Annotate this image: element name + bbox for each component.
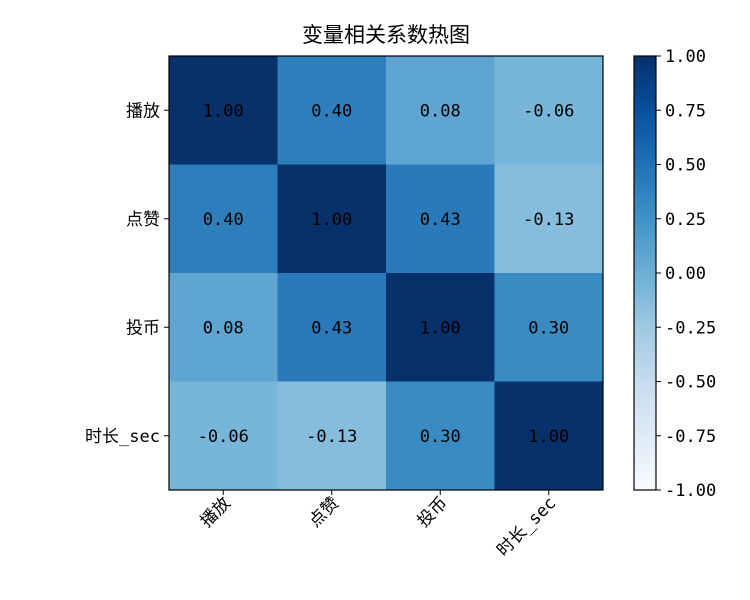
x-tick-labels: 播放 点赞 投币 时长_sec bbox=[197, 490, 560, 561]
cell-value-label: 0.43 bbox=[311, 318, 352, 338]
colorbar-tick-label: -0.25 bbox=[665, 318, 716, 338]
cell-value-label: -0.13 bbox=[523, 210, 574, 230]
colorbar-tick-label: 0.25 bbox=[665, 210, 706, 230]
cell-value-label: -0.13 bbox=[306, 427, 357, 447]
heatmap-cell bbox=[169, 56, 278, 165]
cell-value-label: -0.06 bbox=[198, 427, 249, 447]
y-tick-label: 播放 bbox=[126, 101, 160, 121]
heatmap-cell bbox=[494, 56, 604, 165]
cell-value-label: -0.06 bbox=[523, 101, 574, 121]
x-tick-label: 时长_sec bbox=[493, 493, 560, 560]
colorbar-tick-label: 0.75 bbox=[665, 101, 706, 121]
heatmap-cell bbox=[169, 164, 278, 274]
y-tick-label: 点赞 bbox=[126, 210, 160, 230]
heatmap-cell bbox=[169, 273, 278, 382]
cell-value-label: 0.08 bbox=[203, 318, 244, 338]
cell-value-label: 1.00 bbox=[420, 318, 461, 338]
heatmap-cell bbox=[494, 164, 604, 274]
x-tick-label: 点赞 bbox=[305, 493, 343, 531]
x-tick-label: 投币 bbox=[414, 493, 452, 531]
colorbar-tick-label: 0.50 bbox=[665, 156, 706, 176]
heatmap-cells: 1.00 0.40 0.08 -0.06 0.40 1.00 0.43 -0.13 0.08 0.… bbox=[169, 56, 604, 491]
heatmap-cell bbox=[277, 273, 387, 382]
colorbar-tick-label: -1.00 bbox=[665, 481, 716, 501]
heatmap-cell bbox=[386, 56, 495, 165]
colorbar-tick-label: -0.50 bbox=[665, 373, 716, 393]
heatmap-cell bbox=[494, 273, 604, 382]
colorbar-gradient bbox=[634, 56, 656, 490]
cell-value-label: 0.43 bbox=[420, 210, 461, 230]
heatmap-cell bbox=[169, 381, 278, 491]
plot-frame bbox=[168, 55, 604, 491]
heatmap-cell bbox=[494, 381, 604, 491]
heatmap-cell bbox=[386, 381, 495, 491]
colorbar: 1.00 0.75 0.50 0.25 0.00 -0.25 -0.50 -0.75 -1.00 bbox=[633, 47, 716, 501]
x-tick-label: 播放 bbox=[197, 493, 235, 531]
cell-value-label: 1.00 bbox=[203, 101, 244, 121]
cell-value-label: 0.40 bbox=[203, 210, 244, 230]
heatmap-cell bbox=[277, 164, 387, 274]
y-tick-label: 时长_sec bbox=[85, 427, 160, 447]
cell-value-label: 0.30 bbox=[420, 427, 461, 447]
y-tick-label: 投币 bbox=[126, 318, 160, 338]
colorbar-tick-label: 1.00 bbox=[665, 47, 706, 67]
heatmap-cell bbox=[277, 56, 387, 165]
cell-value-label: 0.30 bbox=[528, 318, 569, 338]
cell-value-label: 1.00 bbox=[528, 427, 569, 447]
chart-title: 变量相关系数热图 bbox=[302, 23, 470, 47]
cell-value-label: 1.00 bbox=[311, 210, 352, 230]
cell-value-label: 0.40 bbox=[311, 101, 352, 121]
cell-value-label: 0.08 bbox=[420, 101, 461, 121]
heatmap-cell bbox=[386, 273, 495, 382]
heatmap-cell bbox=[277, 381, 387, 491]
heatmap-cell bbox=[386, 164, 495, 274]
colorbar-tick-label: 0.00 bbox=[665, 264, 706, 284]
colorbar-tick-label: -0.75 bbox=[665, 427, 716, 447]
